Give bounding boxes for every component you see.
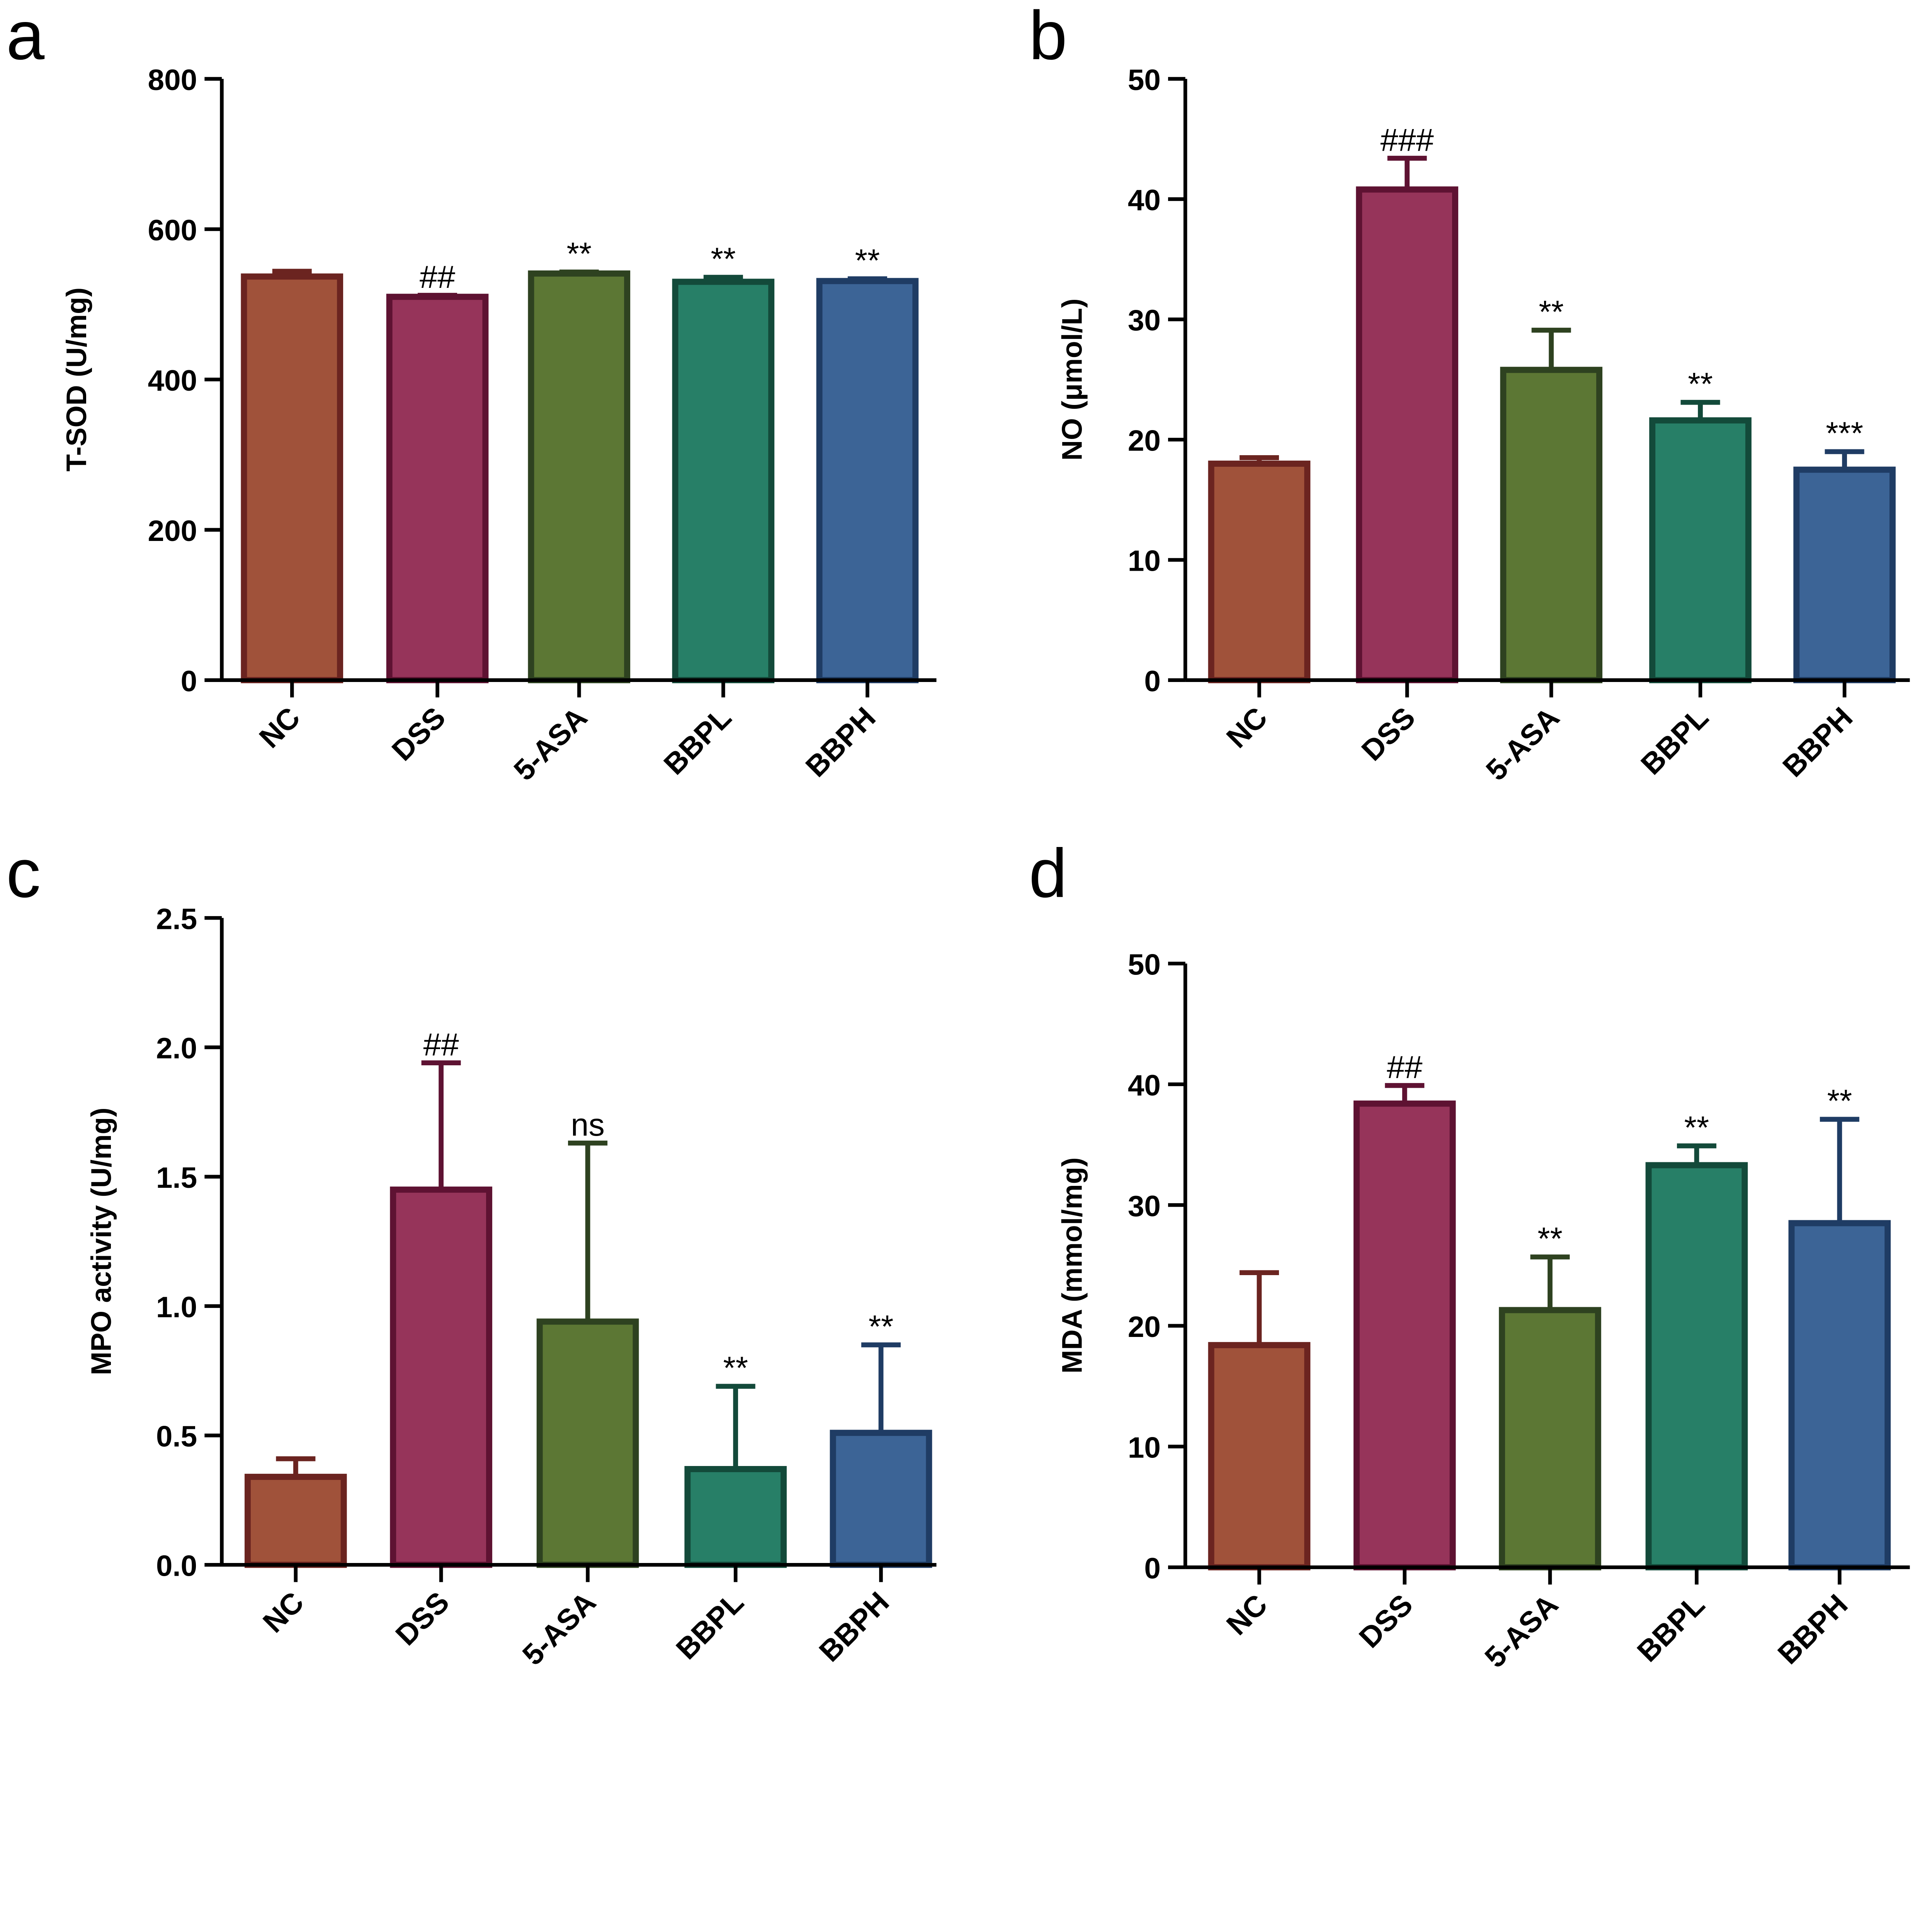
panel-label: a	[6, 0, 45, 74]
panel-d: d NC ## DSS ** 5-ASA ** BBPL ** BBPH 0 10 20 30 40 50 MD…	[1029, 834, 1910, 1674]
y-tick-label: 0	[1144, 665, 1161, 698]
x-tick-label: BBPL	[658, 701, 738, 781]
significance-label: ##	[1387, 1049, 1422, 1085]
panel-a: a NC ## DSS ** 5-ASA ** BBPL ** BBPH 0 200 400 600 800…	[6, 0, 937, 787]
significance-label: **	[869, 1308, 894, 1344]
y-tick-label: 600	[148, 214, 197, 247]
panel-label: b	[1029, 0, 1067, 74]
y-tick-label: 30	[1128, 1190, 1161, 1223]
x-tick-label: BBPL	[1635, 701, 1715, 781]
bar-BBPL	[1645, 1162, 1748, 1571]
panel-label: c	[6, 834, 41, 912]
x-tick-label: BBPL	[1631, 1588, 1711, 1668]
significance-label: **	[1537, 1221, 1563, 1257]
x-tick-label: BBPH	[799, 701, 882, 783]
y-tick-label: 20	[1128, 424, 1161, 457]
x-tick-label: BBPL	[670, 1586, 750, 1666]
y-axis-label: MPO activity (U/mg)	[85, 1107, 117, 1375]
bar-BBPH	[1793, 466, 1896, 684]
significance-label: ##	[420, 259, 455, 295]
bar-DSS	[1353, 1100, 1456, 1571]
y-tick-label: 20	[1128, 1311, 1161, 1344]
y-tick-label: 200	[148, 515, 197, 548]
bar-5-ASA	[1500, 367, 1603, 684]
y-tick-label: 0	[1144, 1552, 1161, 1585]
bar-BBPL	[684, 1466, 787, 1568]
bar-NC	[244, 1474, 347, 1568]
y-tick-label: 40	[1128, 1069, 1161, 1102]
bar-NC	[1208, 461, 1311, 684]
y-tick-label: 0	[181, 665, 197, 698]
y-tick-label: 0.0	[156, 1549, 197, 1582]
y-tick-label: 1.0	[156, 1291, 197, 1324]
bar-5-ASA	[536, 1318, 639, 1568]
bar-BBPH	[1788, 1220, 1891, 1571]
bar-BBPH	[830, 1430, 932, 1568]
bar-DSS	[1356, 186, 1458, 684]
x-tick-label: 5-ASA	[508, 701, 594, 787]
bar-DSS	[390, 1186, 492, 1568]
y-tick-label: 50	[1128, 64, 1161, 97]
bar-NC	[241, 273, 344, 684]
y-axis-label: MDA (mmol/mg)	[1056, 1157, 1088, 1373]
panel-c: c NC ## DSS ns 5-ASA ** BBPL ** BBPH 0.0 0.5 1.0 1.5 2…	[6, 834, 937, 1672]
x-tick-label: BBPH	[813, 1586, 895, 1668]
significance-label: **	[1539, 294, 1564, 330]
y-tick-label: 30	[1128, 304, 1161, 337]
significance-label: ns	[571, 1107, 605, 1143]
x-tick-label: 5-ASA	[1479, 1588, 1565, 1674]
panel-b: b NC ### DSS ** 5-ASA ** BBPL *** BBPH 0 10 20 30 40 50…	[1029, 0, 1910, 787]
bar-BBPL	[1649, 417, 1752, 684]
y-tick-label: 800	[148, 64, 197, 97]
y-tick-label: 10	[1128, 1431, 1161, 1464]
y-tick-label: 400	[148, 364, 197, 397]
x-tick-label: DSS	[1353, 1588, 1419, 1654]
significance-label: ##	[423, 1027, 459, 1063]
x-tick-label: DSS	[386, 701, 452, 767]
x-tick-label: NC	[253, 701, 306, 754]
significance-label: **	[723, 1350, 748, 1386]
significance-label: ***	[1826, 415, 1863, 451]
significance-label: **	[1684, 1109, 1709, 1145]
x-tick-label: DSS	[389, 1586, 456, 1652]
x-tick-label: 5-ASA	[516, 1586, 602, 1672]
significance-label: **	[1827, 1083, 1852, 1119]
bar-BBPL	[672, 279, 775, 684]
y-tick-label: 50	[1128, 948, 1161, 981]
significance-label: **	[566, 236, 592, 272]
panel-label: d	[1029, 834, 1067, 912]
x-tick-label: NC	[1220, 701, 1274, 754]
significance-label: **	[711, 241, 736, 277]
y-tick-label: 40	[1128, 184, 1161, 217]
bar-5-ASA	[1499, 1307, 1601, 1571]
significance-label: **	[855, 242, 880, 278]
x-tick-label: NC	[1220, 1588, 1274, 1641]
y-tick-label: 0.5	[156, 1420, 197, 1453]
bar-NC	[1208, 1342, 1311, 1571]
y-axis-label: T-SOD (U/mg)	[61, 287, 92, 472]
x-tick-label: BBPH	[1777, 701, 1859, 783]
figure: aNC##DSS**5-ASA**BBPL**BBPH0200400600800…	[6, 0, 1910, 1674]
y-tick-label: 1.5	[156, 1162, 197, 1194]
x-tick-label: NC	[257, 1586, 310, 1639]
significance-label: ###	[1380, 122, 1434, 158]
y-tick-label: 2.0	[156, 1032, 197, 1065]
y-axis-label: NO (μmol/L)	[1056, 298, 1088, 461]
y-tick-label: 2.5	[156, 903, 197, 935]
y-tick-label: 10	[1128, 545, 1161, 578]
significance-label: **	[1688, 366, 1713, 402]
bar-5-ASA	[528, 270, 631, 684]
x-tick-label: 5-ASA	[1480, 701, 1566, 787]
bar-BBPH	[816, 278, 919, 684]
x-tick-label: BBPH	[1772, 1588, 1854, 1670]
x-tick-label: DSS	[1355, 701, 1422, 767]
bar-DSS	[386, 294, 489, 684]
